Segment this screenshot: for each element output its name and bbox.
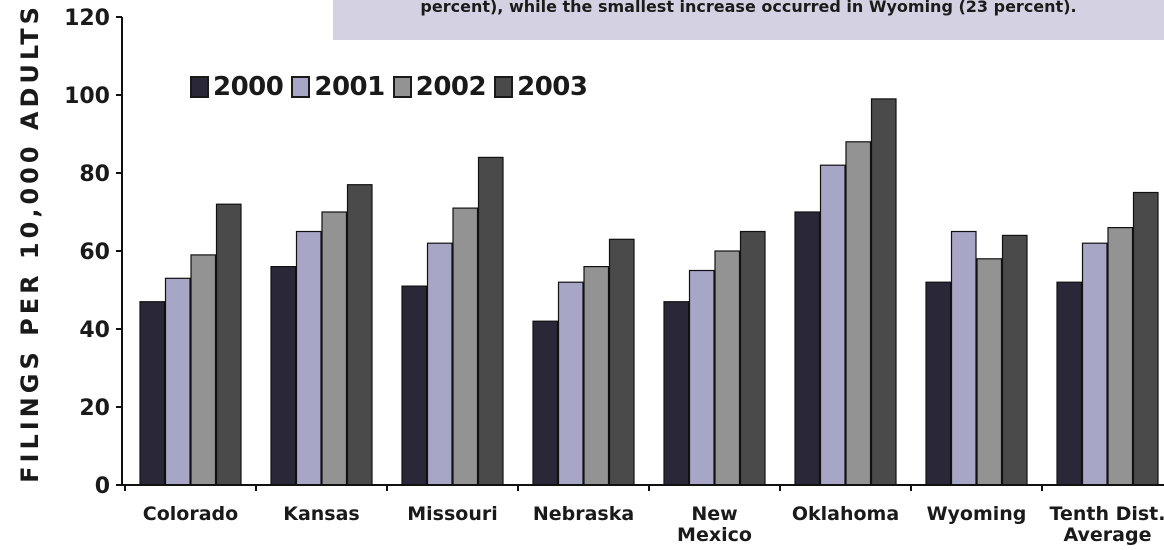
bar-2000-missouri: [401, 285, 428, 486]
bar-2002-colorado: [190, 254, 217, 486]
bar-2000-tenth-dist-average: [1056, 281, 1083, 486]
bar-2000-oklahoma: [794, 211, 821, 486]
legend-item-2003: 2003: [494, 72, 588, 102]
x-tick-label-nebraska: Nebraska: [533, 503, 634, 525]
x-tick-label-wyoming: Wyoming: [927, 503, 1027, 525]
legend: 2000 2001 2002 2003: [190, 72, 596, 102]
legend-label-2000: 2000: [213, 72, 284, 102]
bar-2003-nebraska: [608, 238, 635, 486]
bar-2003-missouri: [477, 156, 504, 486]
bar-2003-colorado: [215, 203, 242, 486]
axes-layer: 0 20 40 60 80 100 120 Colorado Kansas Missouri Neb…: [64, 6, 1164, 546]
legend-swatch-2003: [494, 76, 514, 98]
legend-item-2002: 2002: [392, 72, 487, 102]
bar-2000-nebraska: [532, 320, 559, 486]
bar-2003-oklahoma: [870, 98, 897, 486]
legend-item-2000: 2000: [190, 72, 284, 102]
bar-2002-kansas: [321, 211, 348, 486]
bar-2000-colorado: [139, 301, 166, 486]
y-tick-label-120: 120: [64, 6, 110, 31]
legend-swatch-2002: [392, 76, 412, 98]
bar-2001-nebraska: [557, 281, 584, 486]
bar-2002-new-mexico: [714, 250, 741, 486]
x-tick-label-new-mexico: New Mexico: [677, 503, 752, 546]
bar-2002-tenth-dist-average: [1107, 227, 1134, 486]
bar-2001-tenth-dist-average: [1081, 242, 1108, 486]
bar-2001-colorado: [164, 277, 191, 486]
bar-2003-wyoming: [1001, 234, 1028, 486]
bar-2000-kansas: [270, 266, 297, 486]
bar-2002-oklahoma: [845, 141, 872, 486]
bar-2001-missouri: [426, 242, 453, 486]
legend-label-2002: 2002: [415, 72, 487, 102]
bar-2003-new-mexico: [739, 230, 766, 486]
legend-label-2001: 2001: [314, 72, 385, 102]
bar-2003-kansas: [346, 184, 373, 486]
y-tick-label-60: 60: [79, 240, 110, 265]
bar-2000-wyoming: [925, 281, 952, 486]
bar-2002-wyoming: [976, 258, 1003, 486]
bar-2000-new-mexico: [663, 301, 690, 486]
y-tick-label-0: 0: [95, 474, 110, 499]
y-tick-label-40: 40: [79, 318, 110, 343]
y-tick-label-100: 100: [64, 84, 110, 109]
x-tick-label-oklahoma: Oklahoma: [792, 503, 899, 525]
x-tick-label-colorado: Colorado: [143, 503, 238, 525]
bar-2003-tenth-dist-average: [1132, 191, 1159, 486]
annotation-text: percent), while the smallest increase oc…: [420, 0, 1077, 16]
bar-2002-missouri: [452, 207, 479, 486]
legend-swatch-2000: [190, 76, 209, 98]
bar-2001-wyoming: [950, 230, 977, 486]
bar-2002-nebraska: [583, 266, 610, 486]
x-tick-label-tenth-dist-average: Tenth Dist. Average: [1050, 503, 1164, 546]
legend-label-2003: 2003: [517, 72, 588, 102]
legend-item-2001: 2001: [291, 72, 385, 102]
y-tick-label-20: 20: [79, 396, 110, 421]
bars-layer: [139, 98, 1159, 486]
x-tick-label-missouri: Missouri: [407, 503, 498, 525]
bar-2001-kansas: [295, 230, 322, 486]
y-tick-label-80: 80: [79, 162, 110, 187]
bar-2001-oklahoma: [819, 164, 846, 486]
legend-swatch-2001: [291, 76, 311, 98]
x-tick-label-kansas: Kansas: [283, 503, 360, 525]
bar-2001-new-mexico: [688, 269, 715, 486]
annotation-box: percent), while the smallest increase oc…: [333, 0, 1164, 40]
